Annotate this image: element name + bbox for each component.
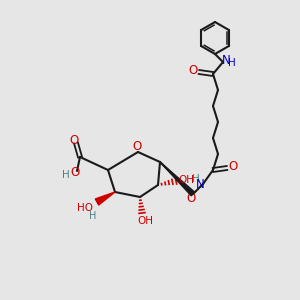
Text: H: H (228, 58, 236, 68)
Text: N: N (222, 55, 230, 68)
Text: O: O (132, 140, 142, 152)
Text: H: H (89, 211, 97, 221)
Text: O: O (188, 64, 198, 77)
Text: O: O (186, 193, 196, 206)
Text: HO: HO (77, 203, 93, 213)
Text: H: H (192, 174, 200, 184)
Text: OH: OH (137, 216, 153, 226)
Text: O: O (228, 160, 238, 173)
Text: O: O (69, 134, 79, 148)
Polygon shape (160, 162, 195, 196)
Text: OH: OH (178, 175, 194, 185)
Text: H: H (62, 170, 70, 180)
Polygon shape (95, 192, 115, 205)
Text: O: O (70, 167, 80, 179)
Text: N: N (196, 178, 204, 190)
